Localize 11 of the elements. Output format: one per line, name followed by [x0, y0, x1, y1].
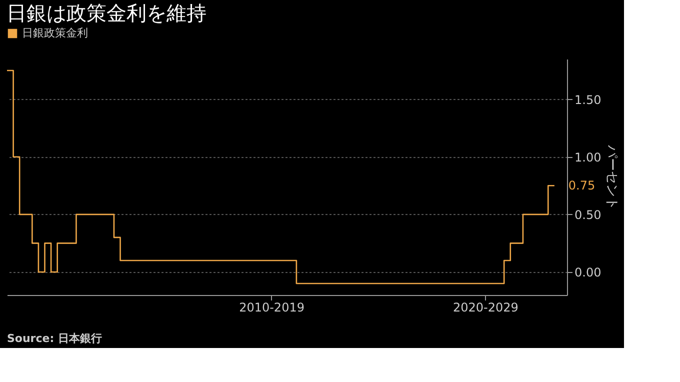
y-tick-label: 0.00 — [574, 265, 602, 280]
y-tick-label: 1.50 — [574, 92, 602, 107]
x-tick-label: 2010-2019 — [239, 300, 304, 314]
source-note: Source: 日本銀行 — [7, 332, 102, 345]
x-tick-label: 2020-2029 — [452, 300, 518, 314]
data-label: 0.75 — [568, 178, 596, 193]
legend-label: 日銀政策金利 — [22, 26, 88, 40]
y-tick-label: 0.50 — [574, 208, 602, 222]
y-axis-title: パーセント — [604, 144, 620, 210]
chart-title: 日銀は政策金利を維持 — [6, 1, 206, 25]
y-tick-label: 1.00 — [574, 150, 602, 164]
